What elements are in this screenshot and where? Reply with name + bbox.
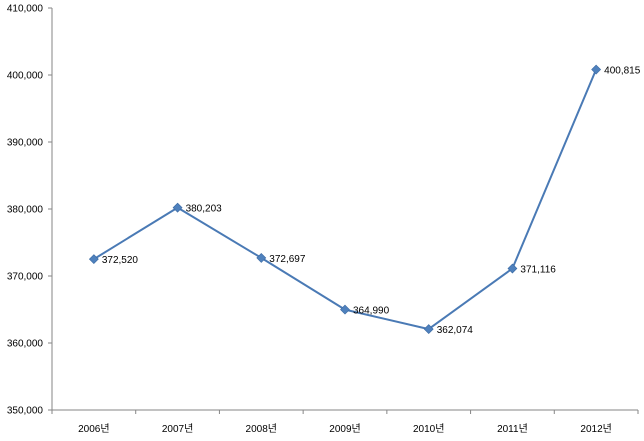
data-point-label: 362,074 [437,325,474,336]
y-tick-label: 400,000 [7,71,44,82]
y-tick-label: 390,000 [7,138,44,149]
data-point-label: 371,116 [520,265,556,276]
series-markers [88,64,602,335]
chart-axes [51,8,638,411]
data-point-label: 364,990 [353,306,390,317]
x-tick-label: 2006년 [78,423,109,435]
data-point-label: 372,697 [269,254,306,265]
series-line [93,69,598,331]
data-labels: 372,520 380,203 372,697 364,990 362,074 371,1… [102,66,641,337]
data-point-label: 372,520 [102,255,139,266]
x-tick-label: 2008년 [246,423,277,435]
x-tick-label: 2007년 [162,423,193,435]
x-tick-label: 2009년 [329,423,360,435]
x-tick-label: 2012년 [580,423,611,435]
data-point-marker [88,254,99,265]
y-axis-ticks: 350,000 360,000 370,000 380,000 390,000 400,0… [7,4,52,417]
data-point-marker [172,202,183,213]
data-point-marker [507,263,518,274]
x-axis-ticks: 2006년 2007년 2008년 2009년 2010년 2011년 2012년 [51,410,639,435]
x-tick-label: 2011년 [497,423,528,435]
data-point-label: 400,815 [604,66,641,77]
y-tick-label: 350,000 [7,406,44,417]
y-tick-label: 370,000 [7,272,44,283]
data-point-marker [423,324,434,335]
y-tick-label: 410,000 [7,4,44,15]
y-tick-label: 360,000 [7,339,44,350]
data-point-marker [591,64,602,75]
data-point-label: 380,203 [186,204,223,215]
series-lines [93,69,598,331]
data-point-marker [340,304,350,315]
x-tick-label: 2010년 [413,423,444,435]
data-point-marker [256,253,267,263]
y-tick-label: 380,000 [7,205,44,216]
